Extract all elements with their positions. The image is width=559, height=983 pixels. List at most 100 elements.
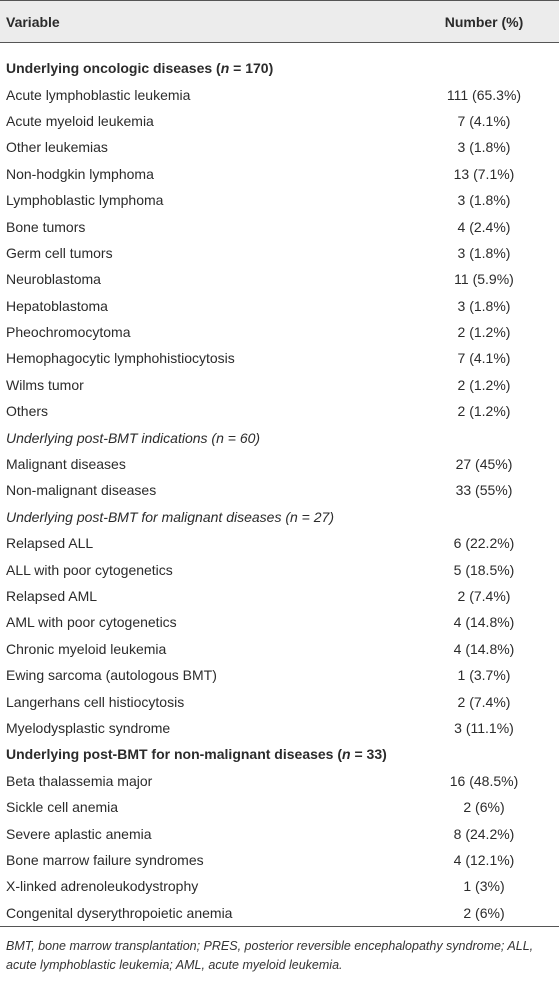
section-title: Underlying post-BMT for malignant diseas… (6, 508, 334, 525)
number-cell: 1 (3.7%) (457, 667, 511, 684)
table-row: AML with poor cytogenetics 4 (14.8%) (0, 609, 559, 635)
table-row: Relapsed ALL 6 (22.2%) (0, 530, 559, 556)
section-title: Underlying oncologic diseases (n = 170) (0, 60, 559, 76)
table-row: ALL with poor cytogenetics 5 (18.5%) (0, 556, 559, 582)
number-cell: 2 (1.2%) (457, 376, 511, 393)
variable-cell: Chronic myeloid leukemia (6, 640, 167, 657)
number-cell: 11 (5.9%) (454, 271, 514, 288)
number-cell: 1 (3%) (463, 878, 505, 895)
table-row: Langerhans cell histiocytosis 2 (7.4%) (0, 688, 559, 714)
variable-cell: ALL with poor cytogenetics (6, 561, 173, 578)
variable-cell: Relapsed AML (6, 588, 98, 604)
number-cell: 3 (11.1%) (454, 719, 514, 736)
variable-cell: Germ cell tumors (6, 244, 113, 261)
section-title-part: Underlying post-BMT for non-malignant di… (6, 746, 343, 763)
footnote: BMT, bone marrow transplantation; PRES, … (6, 938, 534, 972)
section-row: Underlying post-BMT for malignant diseas… (0, 504, 559, 530)
variable-cell: Hepatoblastoma (6, 297, 108, 314)
table-row: Pheochromocytoma 2 (1.2%) (0, 319, 559, 345)
table-row: Non-malignant diseases 33 (55%) (0, 477, 559, 503)
table-row: Non-hodgkin lymphoma 13 (7.1%) (0, 161, 559, 187)
table-row: Lymphoblastic lymphoma 3 (1.8%) (0, 187, 559, 213)
table-row: Malignant diseases 27 (45%) (0, 451, 559, 477)
variable-cell: Congenital dyserythropoietic anemia (6, 904, 233, 921)
variable-cell: Other leukemias (6, 139, 108, 156)
number-cell: 8 (24.2%) (453, 825, 515, 842)
table-header: Variable Number (%) (0, 0, 559, 43)
number-cell: 111 (65.3%) (446, 86, 522, 103)
table-row: Myelodysplastic syndrome 3 (11.1%) (0, 715, 559, 741)
number-cell: 7 (4.1%) (457, 112, 511, 129)
header-cell: Number (%) (444, 13, 524, 30)
header-cell: Variable (6, 13, 60, 30)
table-body: Underlying oncologic diseases (n = 170) A… (0, 43, 559, 927)
table-row: Bone marrow failure syndromes 4 (12.1%) (0, 847, 559, 873)
number-cell: 5 (18.5%) (453, 561, 515, 578)
section-title-part: = 170) (229, 60, 274, 77)
variable-cell: Acute lymphoblastic leukemia (6, 86, 191, 103)
number-cell: 3 (1.8%) (457, 192, 511, 209)
table-row: Other leukemias 3 (1.8%) (0, 134, 559, 160)
number-cell: 16 (48.5%) (449, 772, 519, 789)
table-row: Acute myeloid leukemia 7 (4.1%) (0, 108, 559, 134)
variable-cell: Pheochromocytoma (6, 324, 131, 341)
variable-cell: Acute myeloid leukemia (6, 112, 154, 129)
variable-cell: Myelodysplastic syndrome (6, 719, 171, 736)
table-row: Beta thalassemia major 16 (48.5%) (0, 768, 559, 794)
number-cell: 2 (6%) (463, 799, 505, 816)
table-row: Congenital dyserythropoietic anemia 2 (6%… (0, 900, 559, 926)
table-row: Neuroblastoma 11 (5.9%) (0, 266, 559, 292)
number-cell: 4 (12.1%) (453, 851, 515, 868)
table-row: Acute lymphoblastic leukemia 111 (65.3%) (0, 81, 559, 107)
variable-cell: Hemophagocytic lymphohistiocytosis (6, 350, 235, 367)
section-row: Underlying post-BMT for non-malignant di… (0, 741, 559, 767)
table-row: Hemophagocytic lymphohistiocytosis 7 (4.1… (0, 345, 559, 371)
table-row: Wilms tumor 2 (1.2%) (0, 372, 559, 398)
variable-cell: Bone tumors (6, 218, 86, 235)
number-cell: 2 (7.4%) (457, 588, 511, 604)
variable-cell: Non-hodgkin lymphoma (6, 165, 154, 182)
number-cell: 3 (1.8%) (457, 244, 511, 261)
section-title: Underlying post-BMT for non-malignant di… (0, 746, 559, 762)
variable-cell: Lymphoblastic lymphoma (6, 192, 164, 209)
table-row: Others 2 (1.2%) (0, 398, 559, 424)
number-cell: 6 (22.2%) (453, 535, 515, 552)
variable-cell: Ewing sarcoma (autologous BMT) (6, 667, 217, 684)
table-row: Ewing sarcoma (autologous BMT) 1 (3.7%) (0, 662, 559, 688)
number-cell: 13 (7.1%) (453, 165, 515, 182)
section-title-part: Underlying oncologic diseases ( (6, 60, 221, 77)
variable-cell: Others (6, 403, 49, 420)
table-row: Bone tumors 4 (2.4%) (0, 213, 559, 239)
variable-cell: AML with poor cytogenetics (6, 614, 177, 631)
number-cell: 27 (45%) (455, 456, 513, 473)
number-cell: 2 (1.2%) (457, 324, 511, 341)
variable-cell: Beta thalassemia major (6, 772, 153, 789)
table-row: X-linked adrenoleukodystrophy 1 (3%) (0, 873, 559, 899)
section-title-part: = 33) (350, 746, 387, 763)
variable-cell: X-linked adrenoleukodystrophy (6, 878, 199, 895)
section-row: Underlying oncologic diseases (n = 170) (0, 55, 559, 81)
variable-cell: Neuroblastoma (6, 271, 101, 288)
table-row: Relapsed AML 2 (7.4%) (0, 583, 559, 609)
number-cell: 2 (7.4%) (457, 693, 511, 710)
variable-cell: Wilms tumor (6, 376, 84, 393)
number-cell: 7 (4.1%) (457, 350, 511, 367)
section-row: Underlying post-BMT indications (n = 60) (0, 424, 559, 450)
table-row: Severe aplastic anemia 8 (24.2%) (0, 820, 559, 846)
number-cell: 2 (6%) (463, 904, 505, 921)
variable-cell: Relapsed ALL (6, 535, 94, 552)
section-title-part: n (342, 746, 351, 763)
number-cell: 4 (2.4%) (457, 218, 511, 235)
variable-cell: Non-malignant diseases (6, 482, 157, 499)
number-cell: 3 (1.8%) (457, 297, 511, 314)
number-cell: 2 (1.2%) (457, 403, 511, 420)
table-row: Sickle cell anemia 2 (6%) (0, 794, 559, 820)
variable-cell: Bone marrow failure syndromes (6, 851, 204, 868)
section-title: Underlying post-BMT indications (n = 60) (6, 429, 261, 446)
table-row: Chronic myeloid leukemia 4 (14.8%) (0, 636, 559, 662)
number-cell: 33 (55%) (455, 482, 513, 499)
variable-cell: Severe aplastic anemia (6, 825, 152, 842)
variable-cell: Sickle cell anemia (6, 799, 119, 816)
number-cell: 4 (14.8%) (453, 640, 515, 657)
